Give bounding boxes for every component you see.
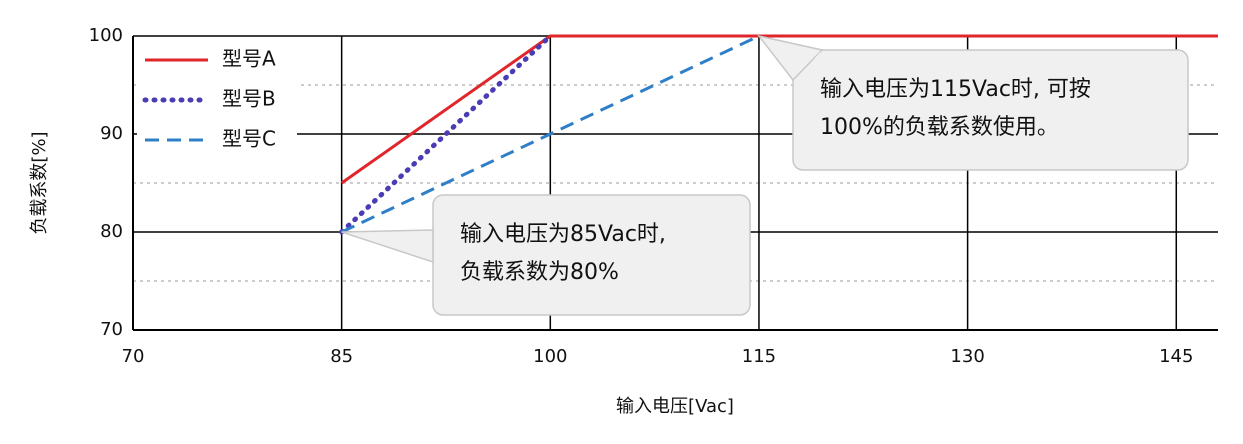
callout-text: 100%的负载系数使用。 — [820, 115, 1059, 140]
series-line — [340, 34, 1218, 185]
callout: 输入电压为115Vac时, 可按 100%的负载系数使用。 — [757, 34, 1189, 171]
legend-label: 型号A — [222, 47, 276, 71]
x-tick-label: 115 — [742, 346, 776, 367]
callout-text: 输入电压为115Vac时, 可按 — [820, 77, 1091, 102]
callout-pointer — [341, 229, 434, 264]
callout-box — [792, 49, 1189, 171]
series-line — [339, 33, 553, 235]
x-axis-label: 输入电压[Vac] — [616, 396, 734, 417]
x-tick-label: 100 — [533, 346, 567, 367]
callout-pointer-cover — [435, 231, 463, 261]
x-tick-label: 130 — [950, 346, 984, 367]
callout-box — [432, 194, 751, 316]
callout: 输入电压为85Vac时, 负载系数为80% — [341, 194, 751, 316]
x-tick-label: 145 — [1159, 346, 1193, 367]
legend-label: 型号B — [222, 87, 276, 111]
callout-pointer-cover — [795, 52, 823, 110]
legend-label: 型号C — [222, 127, 276, 151]
y-tick-label: 70 — [100, 319, 123, 340]
callout-text: 输入电压为85Vac时, — [460, 222, 666, 247]
y-tick-label: 90 — [100, 123, 123, 144]
x-tick-label: 85 — [330, 346, 353, 367]
y-tick-label: 80 — [100, 221, 123, 242]
y-tick-label: 100 — [89, 25, 123, 46]
callout-pointer — [757, 34, 824, 82]
y-axis-label: 负载系数[%] — [29, 131, 50, 234]
x-tick-label: 70 — [122, 346, 145, 367]
callout-text: 负载系数为80% — [460, 260, 619, 285]
series-line — [341, 34, 760, 234]
